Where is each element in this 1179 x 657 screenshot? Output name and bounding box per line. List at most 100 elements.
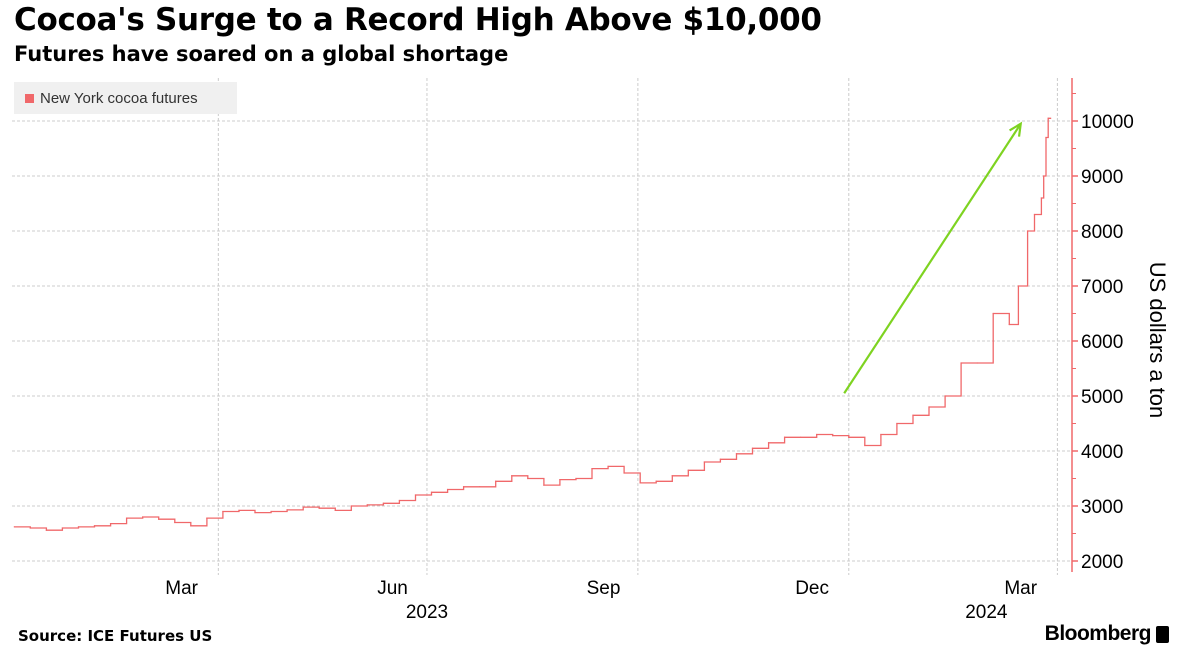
data-point: [623, 472, 625, 474]
data-point: [206, 517, 208, 519]
data-point: [992, 312, 994, 315]
data-point: [1045, 136, 1047, 139]
data-point: [848, 436, 850, 438]
y-tick-label: 2000: [1081, 552, 1123, 573]
data-point: [783, 436, 786, 438]
data-point: [1017, 285, 1020, 287]
logo-text: Bloomberg: [1044, 622, 1152, 645]
data-point: [687, 469, 689, 471]
y-tick-label: 5000: [1081, 387, 1123, 408]
data-point: [1043, 175, 1045, 177]
data-point: [222, 510, 224, 513]
data-point: [703, 461, 705, 463]
y-tick-label: 7000: [1081, 277, 1123, 298]
y-axis-label: US dollars a ton: [1145, 262, 1170, 419]
data-point: [880, 433, 882, 436]
y-tick-label: 8000: [1081, 222, 1123, 243]
data-point: [414, 494, 417, 496]
data-point: [1027, 230, 1029, 232]
data-point: [158, 518, 160, 520]
data-point: [174, 521, 176, 524]
x-tick-label: Mar: [165, 578, 198, 599]
data-point: [382, 502, 384, 504]
data-point: [559, 479, 561, 481]
annotation-arrow-head: [1009, 121, 1023, 137]
data-point: [350, 505, 352, 507]
data-point: [77, 526, 80, 528]
data-point: [944, 395, 946, 397]
data-point: [607, 465, 609, 467]
data-point: [976, 362, 978, 364]
data-point: [1033, 213, 1036, 216]
x-tick-label: Mar: [1004, 578, 1037, 599]
data-point: [671, 475, 673, 477]
chart-title: Cocoa's Surge to a Record High Above $10…: [14, 2, 822, 38]
data-point: [735, 453, 738, 455]
data-point: [511, 475, 513, 477]
data-point: [302, 506, 304, 508]
x-year-label: 2024: [965, 602, 1008, 623]
data-point: [270, 510, 272, 513]
source-note: Source: ICE Futures US: [18, 627, 213, 645]
data-point: [238, 509, 240, 511]
data-point: [479, 486, 481, 488]
y-tick-label: 4000: [1081, 442, 1123, 463]
data-point: [800, 436, 802, 438]
x-tick-label: Sep: [587, 578, 621, 599]
annotation-arrow-shaft: [843, 123, 1022, 394]
data-point: [45, 529, 47, 531]
data-point: [912, 414, 914, 416]
data-point: [527, 477, 529, 480]
data-point: [142, 516, 144, 518]
data-point: [13, 526, 15, 528]
data-point: [816, 433, 818, 436]
data-point: [864, 444, 866, 447]
data-point: [767, 442, 770, 444]
data-point: [318, 507, 320, 509]
data-point: [719, 458, 722, 460]
y-tick-label: 6000: [1081, 332, 1123, 353]
data-point: [366, 504, 368, 506]
legend-swatch: [25, 93, 34, 103]
data-point: [655, 480, 657, 482]
data-point: [254, 511, 256, 514]
data-point: [126, 517, 128, 519]
data-point: [928, 406, 930, 408]
data-point: [334, 509, 336, 511]
y-tick-label: 3000: [1081, 497, 1123, 518]
y-tick-label: 10000: [1081, 112, 1134, 133]
data-point: [29, 527, 31, 529]
chart-subtitle: Futures have soared on a global shortage: [14, 42, 509, 66]
series-line-new-york-cocoa-futures: [14, 117, 1052, 531]
legend: New York cocoa futures: [14, 82, 237, 114]
data-point: [543, 484, 545, 486]
data-point: [430, 491, 433, 493]
data-point: [1040, 197, 1042, 199]
bloomberg-terminal-icon: [1156, 625, 1169, 643]
data-point: [1008, 323, 1010, 326]
data-point: [286, 509, 288, 511]
data-point: [639, 482, 641, 484]
data-point: [896, 422, 898, 425]
legend-label: New York cocoa futures: [40, 89, 198, 107]
data-point: [463, 486, 465, 488]
data-point: [398, 499, 401, 502]
x-tick-label: Dec: [795, 578, 829, 599]
bloomberg-logo: Bloomberg: [1045, 622, 1169, 646]
data-point: [109, 523, 112, 525]
y-tick-label: 9000: [1081, 167, 1123, 188]
data-point: [446, 488, 449, 491]
x-tick-label: Jun: [377, 578, 408, 599]
data-point: [591, 468, 593, 470]
data-point: [190, 525, 192, 527]
x-year-label: 2023: [406, 602, 448, 623]
data-point: [832, 435, 834, 437]
data-point: [751, 447, 754, 449]
data-point: [1047, 117, 1049, 119]
data-point: [93, 525, 96, 527]
data-point: [575, 477, 577, 480]
data-point: [960, 362, 962, 364]
data-point: [61, 527, 64, 529]
data-point: [495, 480, 497, 482]
